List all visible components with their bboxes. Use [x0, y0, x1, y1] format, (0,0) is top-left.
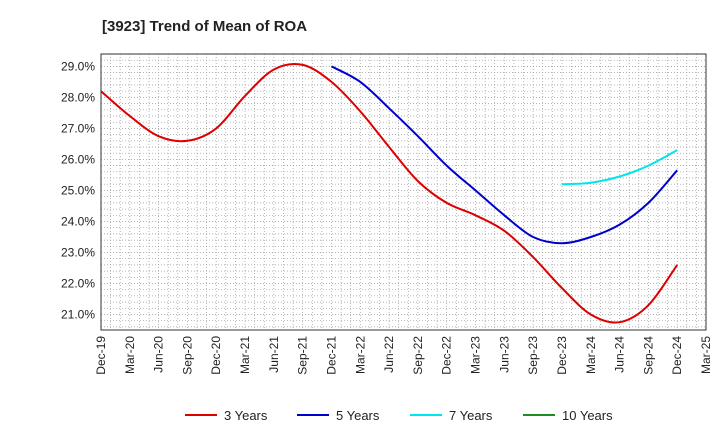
series-line-7-years: [561, 149, 678, 186]
plot-area: [100, 53, 707, 331]
legend-label: 3 Years: [224, 408, 268, 423]
x-tick-label: Jun-23: [497, 336, 511, 373]
x-tick-label: Mar-22: [353, 336, 367, 374]
legend-item-5-years: 5 Years: [297, 408, 380, 423]
x-tick-label: Sep-22: [411, 336, 425, 375]
y-axis-ticks: 21.0% 22.0% 23.0% 24.0% 25.0% 26.0% 27.0% 28.0%…: [61, 59, 95, 321]
series-lines: [100, 63, 679, 324]
legend-label: 5 Years: [336, 408, 380, 423]
series-line-3-years: [100, 63, 679, 324]
x-tick-label: Dec-21: [324, 336, 338, 375]
x-tick-label: Dec-23: [555, 336, 569, 375]
legend-item-7-years: 7 Years: [410, 408, 493, 423]
x-tick-label: Mar-23: [469, 336, 483, 374]
series-line-5-years: [331, 65, 678, 245]
x-tick-label: Mar-25: [699, 336, 713, 374]
x-tick-label: Mar-20: [123, 336, 137, 374]
legend-label: 7 Years: [449, 408, 493, 423]
x-tick-label: Sep-23: [526, 336, 540, 375]
y-tick-label: 25.0%: [61, 183, 95, 197]
x-tick-label: Dec-20: [209, 336, 223, 375]
x-tick-label: Jun-24: [613, 336, 627, 373]
x-tick-label: Mar-24: [584, 336, 598, 374]
chart-title: [3923] Trend of Mean of ROA: [102, 18, 307, 35]
y-tick-label: 23.0%: [61, 246, 95, 260]
x-tick-label: Jun-22: [382, 336, 396, 373]
gridlines: [100, 53, 707, 330]
y-tick-label: 24.0%: [61, 215, 95, 229]
x-axis-ticks: Dec-19 Mar-20 Jun-20 Sep-20 Dec-20 Mar-21 Jun-…: [94, 336, 713, 375]
legend-item-3-years: 3 Years: [185, 408, 268, 423]
x-tick-label: Sep-20: [180, 336, 194, 375]
x-tick-label: Dec-19: [94, 336, 108, 375]
y-tick-label: 21.0%: [61, 308, 95, 322]
legend-item-10-years: 10 Years: [523, 408, 613, 423]
x-tick-label: Jun-21: [267, 336, 281, 373]
y-tick-label: 26.0%: [61, 152, 95, 166]
x-tick-label: Dec-22: [440, 336, 454, 375]
x-tick-label: Sep-21: [296, 336, 310, 375]
legend: 3 Years 5 Years 7 Years 10 Years: [185, 408, 613, 423]
y-tick-label: 27.0%: [61, 121, 95, 135]
x-tick-label: Jun-20: [152, 336, 166, 373]
legend-label: 10 Years: [562, 408, 613, 423]
y-tick-label: 22.0%: [61, 277, 95, 291]
x-tick-label: Dec-24: [670, 336, 684, 375]
x-tick-label: Mar-21: [238, 336, 252, 374]
y-tick-label: 28.0%: [61, 90, 95, 104]
y-tick-label: 29.0%: [61, 59, 95, 73]
x-tick-label: Sep-24: [641, 336, 655, 375]
